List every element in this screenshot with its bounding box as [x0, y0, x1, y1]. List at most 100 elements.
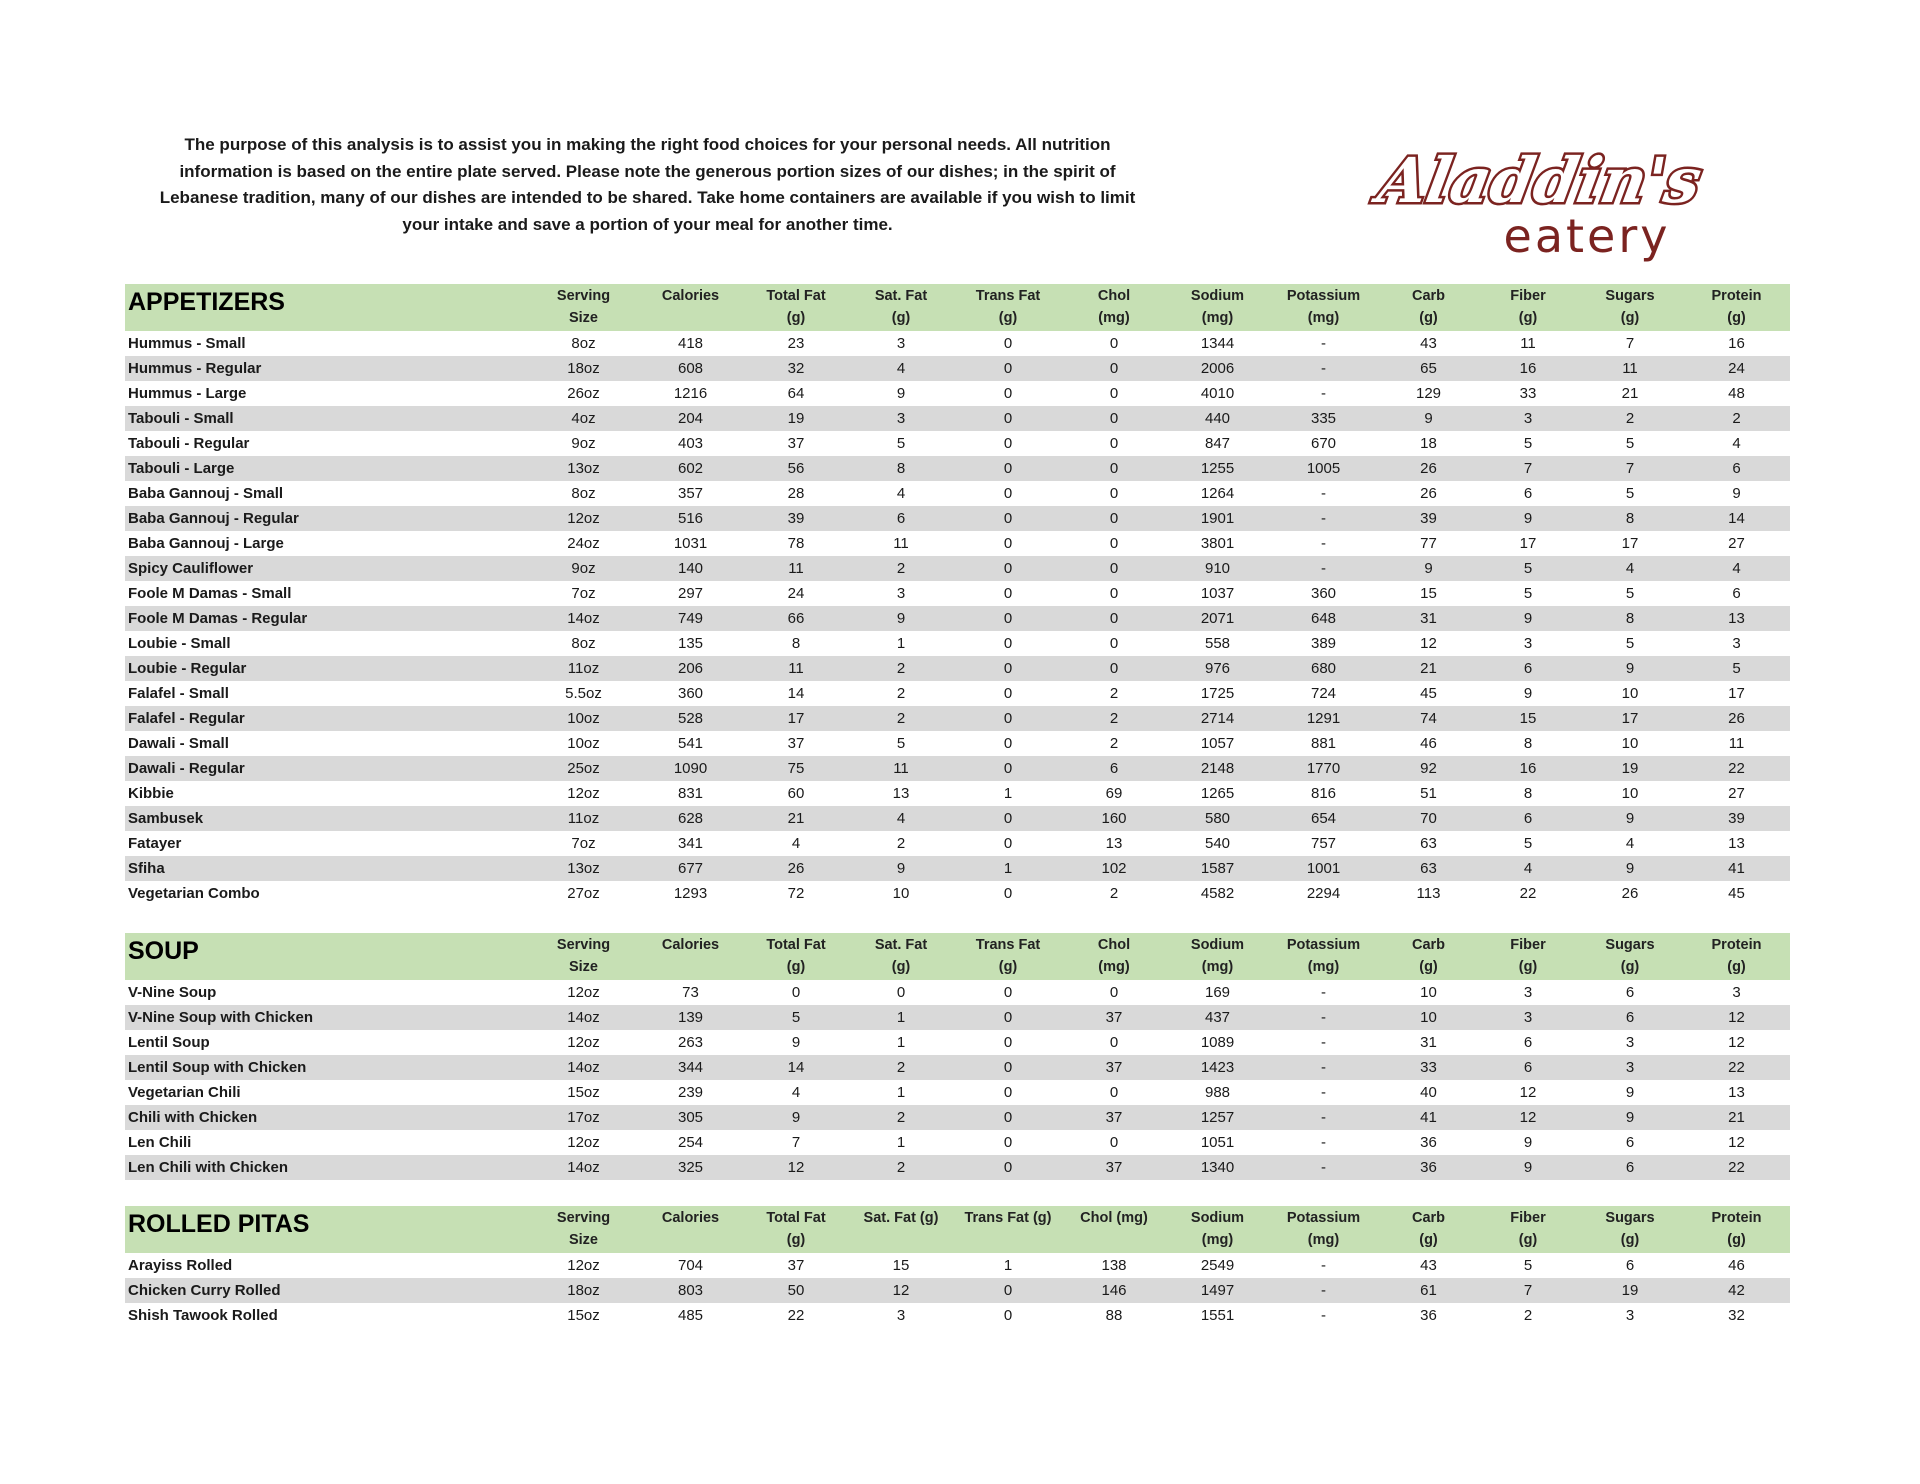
intro-text: The purpose of this analysis is to assis…: [125, 132, 1170, 238]
column-header: Chol (mg): [1062, 284, 1166, 331]
item-name: V-Nine Soup with Chicken: [128, 1009, 314, 1026]
column-header: Carb (g): [1378, 933, 1479, 980]
nutrition-value: 72: [787, 885, 805, 902]
column-header: Trans Fat (g): [954, 284, 1062, 331]
nutrition-value: 1551: [1200, 1307, 1235, 1324]
nutrition-value: 357: [677, 485, 704, 502]
table-row: Tabouli - Small 4oz 204 19 3 0 0 440 335 9 3 2 2: [125, 406, 1790, 431]
item-name: Lentil Soup: [128, 1034, 210, 1051]
nutrition-value: 4: [1625, 835, 1635, 852]
column-header-line: Sat. Fat (g): [863, 1210, 939, 1226]
intro-line: your intake and save a portion of your m…: [402, 214, 893, 234]
nutrition-value: 1340: [1200, 1159, 1235, 1176]
nutrition-value: 41: [1728, 860, 1745, 877]
nutrition-value: 17: [1621, 710, 1639, 727]
nutrition-value: 21: [1728, 1109, 1745, 1126]
nutrition-value: 1264: [1200, 485, 1235, 502]
nutrition-value: 39: [1420, 510, 1437, 527]
nutrition-value: 3: [896, 585, 906, 602]
nutrition-value: 403: [677, 435, 704, 452]
nutrition-value: 6: [896, 510, 906, 527]
nutrition-value: 1: [1003, 785, 1013, 802]
nutrition-value: 32: [1728, 1307, 1745, 1324]
nutrition-value: 6: [1732, 585, 1741, 602]
nutrition-value: 14oz: [567, 1059, 600, 1076]
nutrition-value: 0: [1003, 735, 1013, 752]
nutrition-value: 1293: [673, 885, 708, 902]
nutrition-value: -: [1321, 1109, 1326, 1126]
nutrition-value: 344: [677, 1059, 704, 1076]
item-name: Len Chili: [128, 1134, 192, 1151]
column-header: Sodium (mg): [1166, 933, 1269, 980]
nutrition-value: 16: [1519, 360, 1537, 377]
nutrition-value: 0: [1109, 485, 1119, 502]
nutrition-value: 12: [1420, 635, 1437, 652]
nutrition-value: 239: [677, 1084, 704, 1101]
nutrition-value: 5: [1625, 635, 1635, 652]
nutrition-value: 73: [682, 984, 699, 1001]
nutrition-value: 0: [1003, 885, 1013, 902]
nutrition-value: 389: [1310, 635, 1337, 652]
nutrition-value: 0: [1003, 1009, 1013, 1026]
column-header-line: (g): [998, 959, 1018, 975]
table-row: Vegetarian Combo 27oz 1293 72 10 0 2 4582 2294 11…: [125, 881, 1790, 906]
column-header-line: Sodium: [1190, 937, 1245, 953]
column-header-line: Protein: [1711, 937, 1762, 953]
nutrition-value: -: [1321, 1159, 1326, 1176]
section-title: SOUP: [128, 937, 199, 965]
nutrition-value: 9: [1424, 410, 1433, 427]
nutrition-value: 9: [896, 860, 906, 877]
column-header-line: [1062, 1229, 1166, 1251]
column-header-line: [848, 1229, 954, 1251]
nutrition-value: 4: [1625, 560, 1635, 577]
section-title: APPETIZERS: [128, 288, 285, 316]
nutrition-value: 65: [1420, 360, 1437, 377]
nutrition-value: 15oz: [567, 1084, 600, 1101]
table-row: Len Chili 12oz 254 7 1 0 0 1051 - 36 9 6 12: [125, 1130, 1790, 1155]
aladdins-logo: Aladdin's eatery: [1365, 141, 1709, 263]
nutrition-value: 0: [1109, 1034, 1119, 1051]
nutrition-value: 7: [1625, 460, 1635, 477]
nutrition-value: 26: [1728, 710, 1745, 727]
nutrition-value: 680: [1310, 660, 1337, 677]
nutrition-value: 12oz: [567, 510, 600, 527]
column-header-line: Serving: [556, 288, 611, 304]
nutrition-value: 169: [1204, 984, 1231, 1001]
nutrition-value: 704: [677, 1257, 704, 1274]
nutrition-value: 9: [1625, 1109, 1635, 1126]
nutrition-value: 2: [896, 685, 906, 702]
nutrition-value: 63: [1420, 835, 1437, 852]
intro-line: Lebanese tradition, many of our dishes a…: [159, 188, 1136, 207]
nutrition-value: -: [1321, 1084, 1326, 1101]
nutrition-value: 9: [791, 1034, 801, 1051]
column-header-line: [637, 956, 744, 978]
table-row: Foole M Damas - Small 7oz 297 24 3 0 0 1037 360 1…: [125, 581, 1790, 606]
table-row: Loubie - Small 8oz 135 8 1 0 0 558 389 12 3 5 3: [125, 631, 1790, 656]
nutrition-value: 11: [788, 560, 804, 577]
column-header: Sugars (g): [1577, 1206, 1683, 1253]
nutrition-value: 11: [893, 535, 909, 552]
nutrition-value: 3: [1732, 984, 1741, 1001]
column-header-line: [637, 1229, 744, 1251]
table-row: Baba Gannouj - Small 8oz 357 28 4 0 0 1264 - 26 6 5…: [125, 481, 1790, 506]
nutrition-value: 1: [1003, 1257, 1013, 1274]
nutrition-value: 3801: [1200, 535, 1235, 552]
nutrition-value: -: [1321, 1307, 1326, 1324]
nutrition-value: 32: [787, 360, 805, 377]
nutrition-value: 558: [1204, 635, 1231, 652]
nutrition-value: 88: [1105, 1307, 1123, 1324]
nutrition-value: 6: [1625, 984, 1635, 1001]
column-header: Fiber (g): [1479, 1206, 1577, 1253]
nutrition-value: 22: [787, 1307, 805, 1324]
nutrition-value: 13oz: [567, 460, 600, 477]
nutrition-value: 0: [1109, 984, 1119, 1001]
item-name: Dawali - Regular: [128, 760, 245, 777]
intro-line: The purpose of this analysis is to assis…: [184, 135, 1111, 154]
column-header-line: (g): [1727, 1232, 1746, 1248]
nutrition-value: 33: [1519, 385, 1537, 402]
nutrition-value: 881: [1310, 735, 1337, 752]
nutrition-value: 8: [896, 460, 906, 477]
column-header: Total Fat (g): [744, 933, 848, 980]
nutrition-value: 628: [677, 810, 704, 827]
table-row: Shish Tawook Rolled 15oz 485 22 3 0 88 1551 - 36 2…: [125, 1303, 1790, 1328]
